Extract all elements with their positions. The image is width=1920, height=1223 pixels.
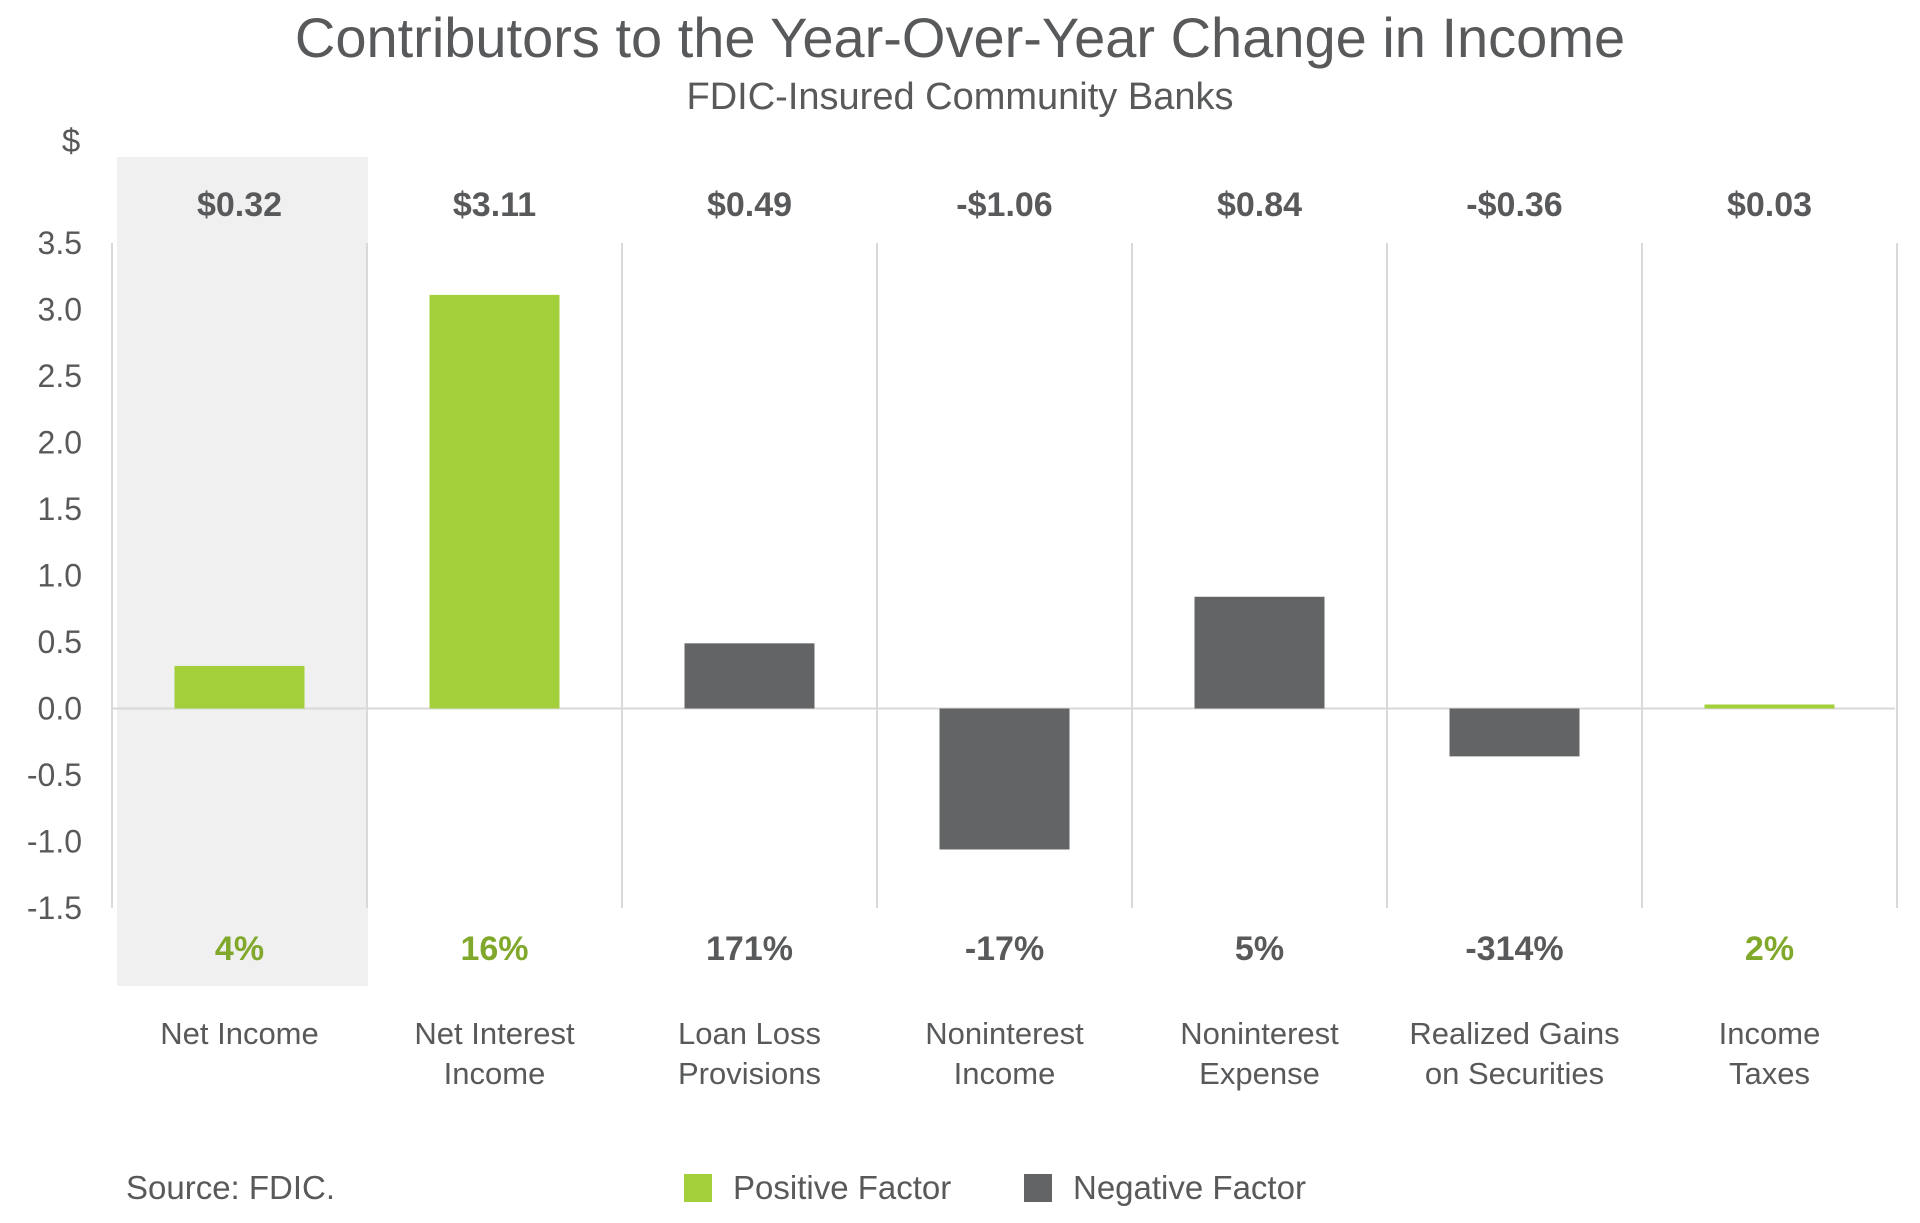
percent-label: 4% (215, 930, 264, 968)
percent-label: 16% (460, 930, 528, 968)
legend-swatch-negative (1024, 1174, 1052, 1202)
y-tick-label: 1.5 (38, 491, 82, 527)
percent-label: -17% (965, 930, 1044, 968)
bar (1194, 596, 1325, 709)
category-label: Noninterest (925, 1016, 1084, 1051)
value-label: $0.32 (197, 186, 282, 224)
value-labels-group: $0.32 $3.11 $0.49 -$1.06 $0.84 -$0.36 $0.03 (197, 186, 1812, 224)
category-label: Income (1719, 1016, 1821, 1051)
category-label: Taxes (1729, 1056, 1810, 1091)
percent-label: 171% (706, 930, 793, 968)
bar (1449, 708, 1580, 757)
y-tick-label: -0.5 (27, 757, 82, 793)
chart-title: Contributors to the Year-Over-Year Chang… (295, 6, 1625, 69)
legend-swatch-positive (684, 1174, 712, 1202)
chart-subtitle: FDIC-Insured Community Banks (687, 76, 1234, 118)
category-label: Noninterest (1180, 1016, 1339, 1051)
bar (939, 708, 1070, 850)
percent-labels-group: 4% 16% 171% -17% 5% -314% 2% (215, 930, 1794, 968)
y-axis-unit-label: $ (62, 122, 80, 159)
bar (1704, 704, 1835, 709)
percent-label: -314% (1465, 930, 1563, 968)
y-tick-label: 1.0 (38, 558, 82, 594)
value-label: $3.11 (453, 186, 536, 224)
category-label: Net Interest (414, 1016, 575, 1051)
y-tick-label: -1.0 (27, 824, 82, 860)
value-label: $0.03 (1727, 186, 1812, 224)
column-separators (111, 243, 1898, 908)
category-label: Net Income (160, 1016, 319, 1051)
value-label: -$0.36 (1466, 186, 1562, 224)
y-tick-label: -1.5 (27, 890, 82, 926)
bar (429, 294, 560, 709)
y-tick-label: 0.0 (38, 691, 82, 727)
value-label: -$1.06 (956, 186, 1052, 224)
percent-label: 2% (1745, 930, 1794, 968)
bars-group (174, 294, 1835, 850)
category-label: Realized Gains (1409, 1016, 1619, 1051)
percent-label: 5% (1235, 930, 1284, 968)
y-tick-label: 3.0 (38, 292, 82, 328)
category-label: Provisions (678, 1056, 821, 1091)
y-tick-label: 2.5 (38, 358, 82, 394)
legend-label-positive: Positive Factor (733, 1169, 951, 1206)
bar (684, 643, 815, 709)
category-label: Income (954, 1056, 1056, 1091)
category-label: Loan Loss (678, 1016, 821, 1051)
category-label: Expense (1199, 1056, 1320, 1091)
y-tick-label: 2.0 (38, 425, 82, 461)
y-tick-label: 0.5 (38, 624, 82, 660)
y-axis-ticks: 3.5 3.0 2.5 2.0 1.5 1.0 0.5 0.0 -0.5 -1.0 -1.5 (27, 225, 82, 926)
category-labels-group: Net Income Net Interest Income Loan Loss Pro… (160, 1016, 1820, 1091)
highlight-column-net-income (117, 157, 368, 986)
category-label: on Securities (1425, 1056, 1604, 1091)
legend-label-negative: Negative Factor (1073, 1169, 1306, 1206)
category-label: Income (444, 1056, 546, 1091)
value-label: $0.49 (707, 186, 792, 224)
value-label: $0.84 (1217, 186, 1302, 224)
source-note: Source: FDIC. (126, 1169, 335, 1206)
legend: Positive Factor Negative Factor (684, 1169, 1306, 1206)
y-tick-label: 3.5 (38, 225, 82, 261)
bar (174, 665, 305, 709)
